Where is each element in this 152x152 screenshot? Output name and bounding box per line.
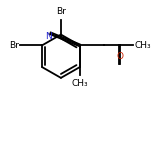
Text: Br: Br	[56, 7, 66, 16]
Text: O: O	[116, 52, 123, 60]
Text: CH₃: CH₃	[134, 41, 151, 50]
Text: N: N	[45, 32, 51, 41]
Text: Br: Br	[9, 41, 19, 50]
Text: CH₃: CH₃	[72, 79, 88, 88]
